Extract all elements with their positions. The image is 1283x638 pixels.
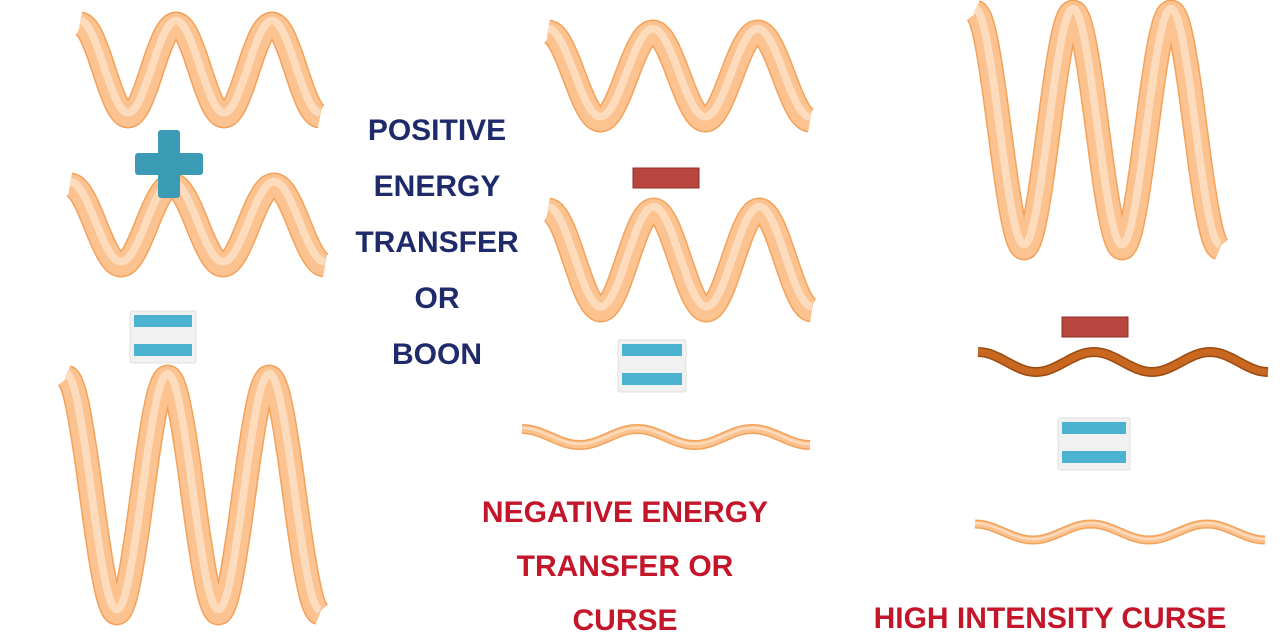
positive-label-line: ENERGY	[374, 170, 501, 203]
positive-label-line: TRANSFER	[355, 226, 519, 259]
negative-wave-top-highlight	[546, 24, 812, 121]
minus-operator-2	[1061, 316, 1129, 338]
positive-label-line: BOON	[392, 338, 482, 371]
negative-wave-middle	[537, 197, 823, 323]
positive-wave-result-highlight	[63, 369, 323, 614]
high-wave-result	[972, 519, 1268, 545]
negative-wave-middle-highlight	[546, 202, 814, 311]
positive-wave-top-highlight	[77, 16, 323, 117]
negative-label-line: CURSE	[572, 604, 677, 637]
plus-operator	[135, 130, 203, 198]
positive-label-line: OR	[415, 282, 460, 315]
negative-wave-top	[537, 19, 821, 133]
equals-operator-2	[617, 339, 687, 393]
labels-layer: POSITIVE ENERGY TRANSFER OR BOON NEGATIVE ENE…	[355, 114, 1226, 637]
negative-label: NEGATIVE ENERGY TRANSFER OR CURSE	[482, 496, 768, 637]
waves-layer	[55, 0, 1271, 626]
positive-label-line: POSITIVE	[368, 114, 506, 147]
high-wave-dark-body	[976, 348, 1270, 376]
high-wave-result-highlight	[974, 522, 1266, 541]
equals-operator-1	[129, 310, 197, 364]
negative-wave-result-highlight	[521, 426, 811, 446]
operators-layer	[129, 130, 1131, 471]
positive-label: POSITIVE ENERGY TRANSFER OR BOON	[355, 114, 519, 371]
positive-wave-middle-highlight	[67, 177, 328, 266]
high-label-line: HIGH INTENSITY CURSE	[874, 602, 1227, 635]
equals-operator-3	[1057, 417, 1131, 471]
minus-operator-1	[632, 167, 700, 189]
negative-label-line: NEGATIVE ENERGY	[482, 496, 768, 529]
high-label: HIGH INTENSITY CURSE	[874, 602, 1227, 635]
positive-wave-result	[55, 364, 331, 626]
high-wave-top	[964, 0, 1231, 261]
negative-label-line: TRANSFER OR	[517, 550, 734, 583]
positive-wave-middle	[59, 172, 336, 278]
negative-wave-result	[519, 424, 813, 450]
high-wave-dark	[975, 347, 1271, 377]
positive-wave-top	[69, 11, 331, 129]
high-wave-top-highlight	[972, 4, 1223, 249]
